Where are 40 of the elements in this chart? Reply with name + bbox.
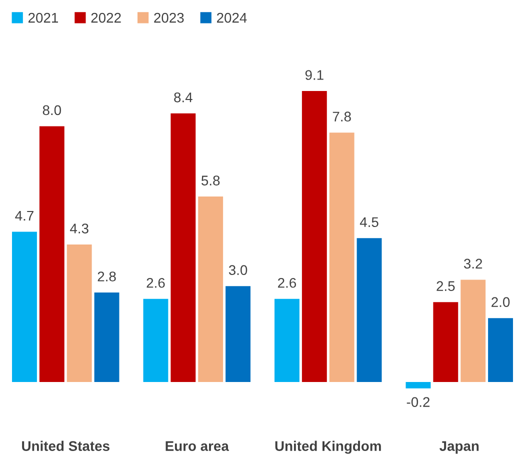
bar: [39, 126, 64, 382]
data-label: 2.0: [492, 297, 510, 307]
bar: [198, 196, 224, 382]
bar: [170, 113, 196, 382]
data-label: 3.0: [228, 265, 248, 276]
bar: [433, 302, 458, 382]
bar: [406, 382, 431, 388]
bar: [94, 292, 120, 382]
bar: [226, 286, 250, 382]
legend-label: 2021: [28, 12, 58, 23]
bar: [356, 238, 382, 382]
bar: [66, 244, 92, 382]
x-tick-label: Japan: [440, 441, 479, 454]
bar: [460, 280, 486, 382]
bar: [143, 298, 168, 382]
legend-label: 2024: [216, 12, 247, 23]
x-tick-label: United Kingdom: [275, 440, 381, 454]
x-tick-label: Euro area: [166, 441, 229, 451]
data-label: 2.6: [146, 278, 165, 288]
bar: [329, 132, 354, 382]
data-label: 2.8: [98, 272, 116, 282]
data-label: 7.8: [332, 112, 351, 122]
data-label: 8.0: [42, 105, 62, 116]
data-label: 8.4: [174, 92, 192, 102]
legend-label: 2022: [91, 12, 121, 23]
x-tick-label: United States: [22, 440, 110, 451]
data-label: 2.5: [436, 281, 455, 292]
data-label: 5.8: [201, 176, 220, 186]
bar: [302, 91, 327, 382]
legend-label: 2023: [154, 12, 184, 23]
data-label: 9.1: [305, 70, 324, 80]
data-label: 2.6: [278, 278, 296, 288]
bar: [488, 318, 513, 382]
data-label: -0.2: [406, 397, 430, 407]
data-label: 4.7: [15, 210, 34, 221]
data-label: 4.3: [70, 224, 88, 234]
bar: [12, 232, 37, 382]
bar: [274, 298, 300, 382]
data-label: 3.2: [464, 258, 482, 269]
data-label: 4.5: [360, 217, 378, 228]
